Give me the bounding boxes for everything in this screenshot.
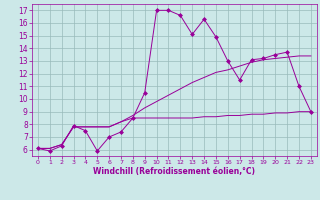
X-axis label: Windchill (Refroidissement éolien,°C): Windchill (Refroidissement éolien,°C) <box>93 167 255 176</box>
